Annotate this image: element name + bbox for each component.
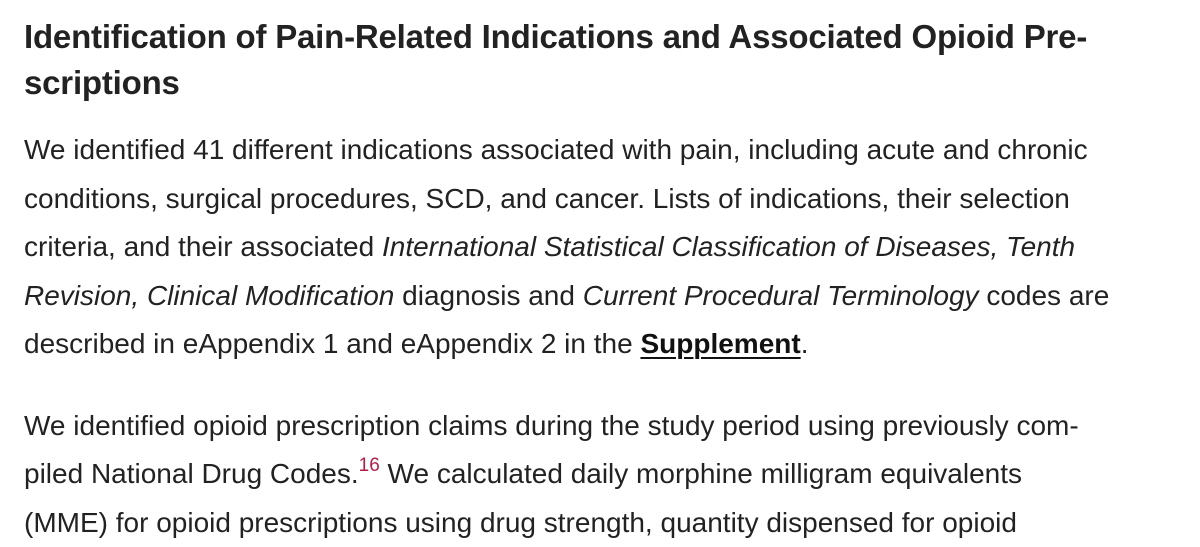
plain-text: piled National Drug Codes. <box>24 458 359 489</box>
paragraph-1-line-2: conditions, surgical procedures, SCD, an… <box>24 175 1184 224</box>
icd-title-italic-cont: Revision, Clinical Modification <box>24 280 394 311</box>
cpt-title-italic: Current Procedural Terminology <box>583 280 979 311</box>
paragraph-2-line-1: We identified opioid prescription claims… <box>24 402 1184 451</box>
reference-citation-16[interactable]: 16 <box>359 455 380 476</box>
article-content: Identification of Pain-Related Indicatio… <box>24 14 1184 547</box>
plain-text: described in eAppendix 1 and eAppendix 2… <box>24 328 640 359</box>
heading-line-1: Identification of Pain-Related Indicatio… <box>24 14 1184 60</box>
paragraph-2-line-2: piled National Drug Codes.16 We calculat… <box>24 450 1184 499</box>
paragraph-opioid-claims: We identified opioid prescription claims… <box>24 402 1184 547</box>
plain-text: criteria, and their associated <box>24 231 382 262</box>
paragraph-1-line-3: criteria, and their associated Internati… <box>24 223 1184 272</box>
icd-title-italic: International Statistical Classification… <box>382 231 1075 262</box>
plain-text: codes are <box>979 280 1110 311</box>
plain-text: diagnosis and <box>394 280 582 311</box>
plain-text: . <box>801 328 809 359</box>
heading-line-2: scriptions <box>24 60 1184 106</box>
supplement-link[interactable]: Supplement <box>640 328 800 359</box>
paragraph-1-line-4: Revision, Clinical Modification diagnosi… <box>24 272 1184 321</box>
paragraph-2-line-3: (MME) for opioid prescriptions using dru… <box>24 499 1184 547</box>
paragraph-indications: We identified 41 different indications a… <box>24 126 1184 369</box>
plain-text: We calculated daily morphine milligram e… <box>380 458 1022 489</box>
paragraph-1-line-1: We identified 41 different indications a… <box>24 126 1184 175</box>
paragraph-1-line-5: described in eAppendix 1 and eAppendix 2… <box>24 320 1184 369</box>
section-heading: Identification of Pain-Related Indicatio… <box>24 14 1184 106</box>
